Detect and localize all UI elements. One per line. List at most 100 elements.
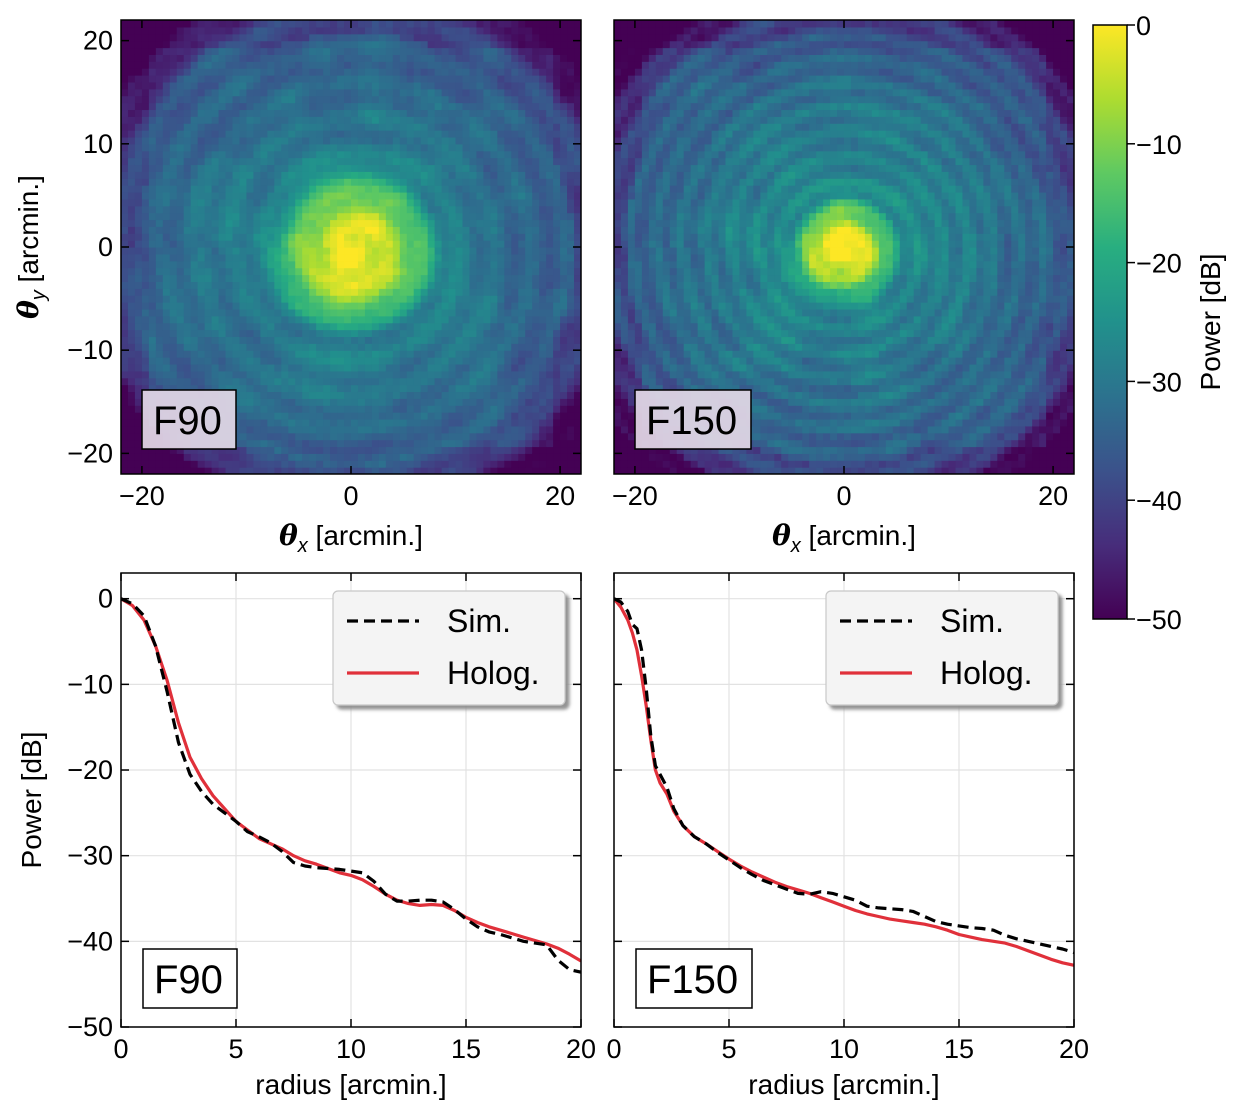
heatmap-cell bbox=[246, 136, 255, 145]
heatmap-cell bbox=[497, 357, 505, 365]
heatmap-cell bbox=[330, 88, 338, 97]
heatmap-cell bbox=[288, 288, 296, 296]
heatmap-cell bbox=[420, 123, 429, 131]
heatmap-cell bbox=[274, 20, 282, 28]
heatmap-cell bbox=[476, 247, 485, 255]
heatmap-cell bbox=[546, 439, 554, 448]
heatmap-cell bbox=[518, 226, 526, 234]
heatmap-cell bbox=[302, 164, 310, 172]
heatmap-cell bbox=[406, 171, 415, 179]
heatmap-cell bbox=[539, 247, 547, 255]
heatmap-cell bbox=[483, 240, 491, 248]
heatmap-cell bbox=[511, 150, 519, 159]
heatmap-cell bbox=[239, 274, 248, 282]
heatmap-cell bbox=[497, 136, 505, 145]
heatmap-cell bbox=[427, 191, 436, 200]
heatmap-cell bbox=[378, 40, 387, 49]
heatmap-cell bbox=[302, 432, 310, 441]
heatmap-cell bbox=[469, 384, 478, 393]
heatmap-cell bbox=[567, 446, 575, 454]
heatmap-cell bbox=[344, 467, 352, 474]
heatmap-cell bbox=[434, 363, 443, 372]
heatmap-cell bbox=[281, 384, 289, 393]
heatmap-cell bbox=[288, 178, 296, 186]
heatmap-cell bbox=[281, 260, 289, 269]
heatmap-cell bbox=[648, 47, 657, 55]
heatmap-cell bbox=[574, 405, 581, 413]
heatmap-cell bbox=[351, 198, 359, 207]
heatmap-cell bbox=[323, 350, 331, 358]
heatmap-cell bbox=[246, 205, 255, 214]
heatmap-cell bbox=[204, 267, 213, 276]
heatmap-cell bbox=[427, 260, 436, 269]
heatmap-cell bbox=[246, 398, 255, 406]
heatmap-cell bbox=[121, 439, 129, 448]
heatmap-cell bbox=[155, 343, 164, 351]
heatmap-cell bbox=[546, 329, 554, 338]
heatmap-cell bbox=[420, 26, 429, 35]
heatmap-cell bbox=[344, 432, 352, 441]
heatmap-cell bbox=[127, 439, 136, 448]
heatmap-cell bbox=[246, 61, 255, 69]
heatmap-cell bbox=[406, 418, 415, 427]
heatmap-cell bbox=[309, 123, 317, 131]
heatmap-cell bbox=[302, 357, 310, 365]
heatmap-cell bbox=[427, 350, 436, 358]
x-axis-label-subscript: x bbox=[297, 535, 309, 557]
heatmap-cell bbox=[420, 198, 429, 207]
heatmap-cell bbox=[239, 226, 248, 234]
heatmap-cell bbox=[274, 398, 282, 406]
heatmap-cell bbox=[483, 178, 491, 186]
heatmap-cell bbox=[337, 281, 345, 289]
heatmap-cell bbox=[448, 288, 457, 296]
heatmap-cell bbox=[204, 329, 213, 338]
heatmap-cell bbox=[634, 164, 643, 172]
heatmap-cell bbox=[141, 315, 150, 324]
heatmap-cell bbox=[295, 384, 303, 393]
heatmap-cell bbox=[260, 425, 268, 434]
heatmap-cell bbox=[127, 322, 136, 331]
heatmap-cell bbox=[274, 240, 282, 248]
heatmap-cell bbox=[420, 205, 429, 214]
heatmap-cell bbox=[316, 88, 324, 97]
heatmap-cell bbox=[441, 123, 450, 131]
heatmap-cell bbox=[462, 164, 471, 172]
heatmap-cell bbox=[532, 370, 540, 379]
heatmap-cell bbox=[162, 370, 171, 379]
heatmap-cell bbox=[627, 116, 636, 124]
heatmap-cell bbox=[246, 185, 255, 193]
heatmap-cell bbox=[190, 226, 199, 234]
heatmap-cell bbox=[127, 274, 136, 282]
heatmap-cell bbox=[406, 432, 415, 441]
heatmap-cell bbox=[469, 377, 478, 386]
heatmap-cell bbox=[155, 191, 164, 200]
heatmap-cell bbox=[211, 322, 220, 331]
heatmap-cell bbox=[525, 391, 533, 399]
heatmap-cell bbox=[434, 178, 443, 186]
heatmap-cell bbox=[176, 130, 185, 138]
heatmap-cell bbox=[127, 377, 136, 386]
heatmap-cell bbox=[197, 274, 206, 282]
heatmap-cell bbox=[253, 412, 261, 420]
heatmap-cell bbox=[211, 253, 220, 262]
heatmap-cell bbox=[246, 116, 255, 124]
heatmap-cell bbox=[302, 205, 310, 214]
heatmap-cell bbox=[288, 61, 296, 69]
heatmap-cell bbox=[218, 357, 227, 365]
heatmap-cell bbox=[316, 164, 324, 172]
heatmap-cell bbox=[183, 198, 192, 207]
heatmap-cell bbox=[121, 363, 129, 372]
heatmap-cell bbox=[525, 178, 533, 186]
heatmap-cell bbox=[309, 205, 317, 214]
heatmap-cell bbox=[532, 61, 540, 69]
heatmap-cell bbox=[183, 116, 192, 124]
heatmap-cell bbox=[218, 363, 227, 372]
heatmap-cell bbox=[662, 185, 671, 193]
heatmap-cell bbox=[232, 295, 241, 303]
heatmap-cell bbox=[190, 61, 199, 69]
heatmap-cell bbox=[567, 157, 575, 166]
heatmap-cell bbox=[641, 274, 650, 282]
heatmap-cell bbox=[448, 150, 457, 159]
heatmap-cell bbox=[483, 95, 491, 104]
heatmap-cell bbox=[462, 467, 471, 474]
